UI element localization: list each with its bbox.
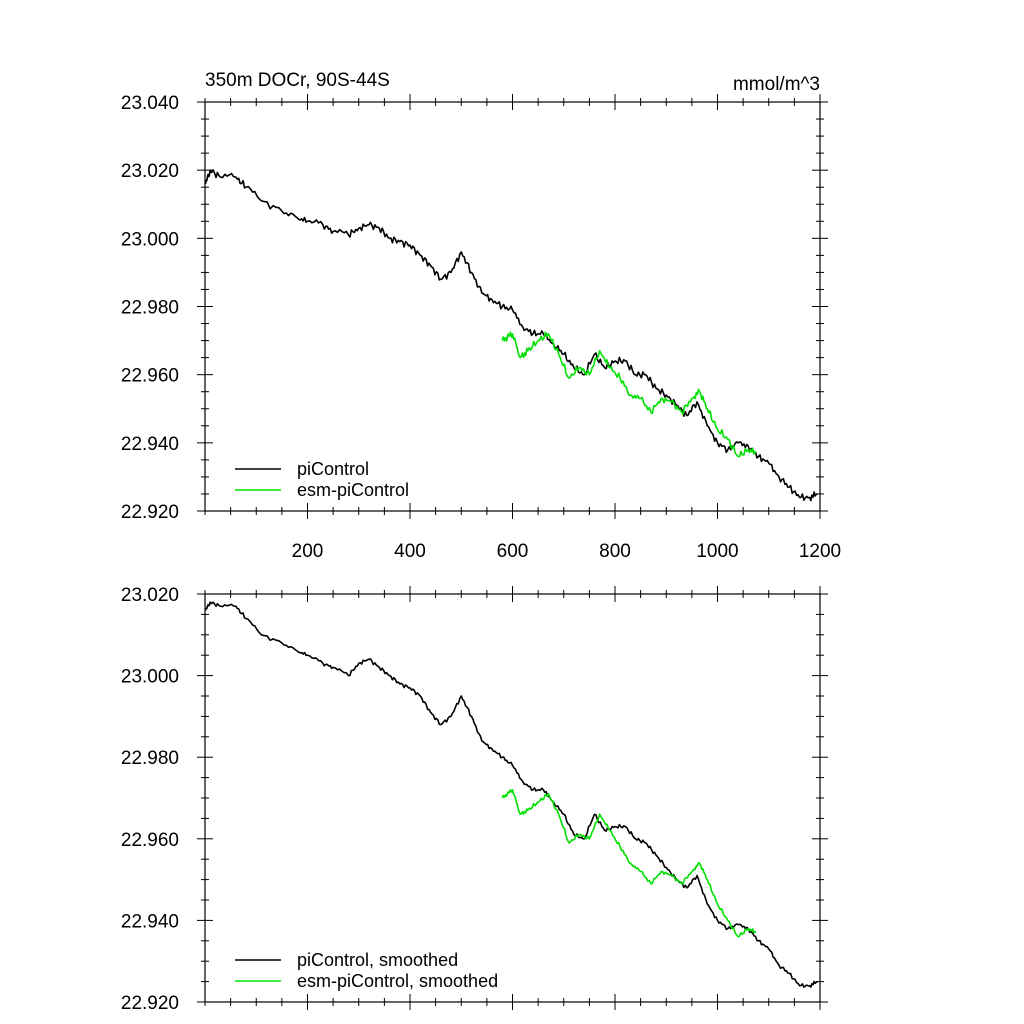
- bottom-ytick-label: 22.920: [121, 993, 179, 1014]
- bottom-ytick-label: 22.980: [121, 748, 179, 769]
- top-ytick-label: 23.020: [121, 161, 179, 182]
- top-ytick-label: 22.960: [121, 366, 179, 387]
- top-xtick-label: 1200: [799, 541, 841, 562]
- bottom-legend-label-picontrol-smoothed: piControl, smoothed: [297, 950, 458, 970]
- top-panel-title: 350m DOCr, 90S-44S: [205, 70, 390, 91]
- top-ytick-label: 22.940: [121, 434, 179, 455]
- top-ytick-label: 23.000: [121, 229, 179, 250]
- top-legend-label-picontrol: piControl: [297, 459, 369, 479]
- bottom-ytick-label: 22.960: [121, 830, 179, 851]
- bottom-ytick-label: 22.940: [121, 911, 179, 932]
- top-ytick-label: 23.040: [121, 93, 179, 114]
- top-xtick-label: 200: [292, 541, 324, 562]
- top-axis-ticks: 22.920 22.940 22.960 22.980 23.000 23.020 23.0…: [121, 93, 841, 562]
- bottom-series-picontrol-smoothed: [205, 601, 818, 988]
- top-panel: 350m DOCr, 90S-44S mmol/m^3 22.920 22.940…: [121, 70, 841, 562]
- bottom-plot-frame: [204, 593, 821, 1003]
- bottom-series-esm-picontrol-smoothed: [501, 789, 757, 938]
- top-xtick-label: 400: [394, 541, 426, 562]
- top-legend-label-esm-picontrol: esm-piControl: [297, 480, 409, 500]
- top-xtick-label: 800: [599, 541, 631, 562]
- bottom-ytick-label: 23.020: [121, 585, 179, 606]
- top-ytick-label: 22.920: [121, 502, 179, 523]
- top-ytick-label: 22.980: [121, 298, 179, 319]
- bottom-panel: 22.920 22.940 22.960 22.980 23.000 23.020 piC…: [121, 585, 828, 1014]
- bottom-series-lines: [205, 601, 818, 988]
- top-series-esm-picontrol: [501, 331, 757, 458]
- top-xtick-label: 600: [497, 541, 529, 562]
- top-xtick-label: 1000: [696, 541, 738, 562]
- bottom-legend-label-esm-picontrol-smoothed: esm-piControl, smoothed: [297, 971, 498, 991]
- top-series-lines: [205, 169, 818, 502]
- top-series-picontrol: [205, 169, 818, 502]
- top-panel-units: mmol/m^3: [733, 74, 820, 95]
- bottom-axis-ticks: 22.920 22.940 22.960 22.980 23.000 23.020: [121, 585, 828, 1014]
- bottom-ytick-label: 23.000: [121, 667, 179, 688]
